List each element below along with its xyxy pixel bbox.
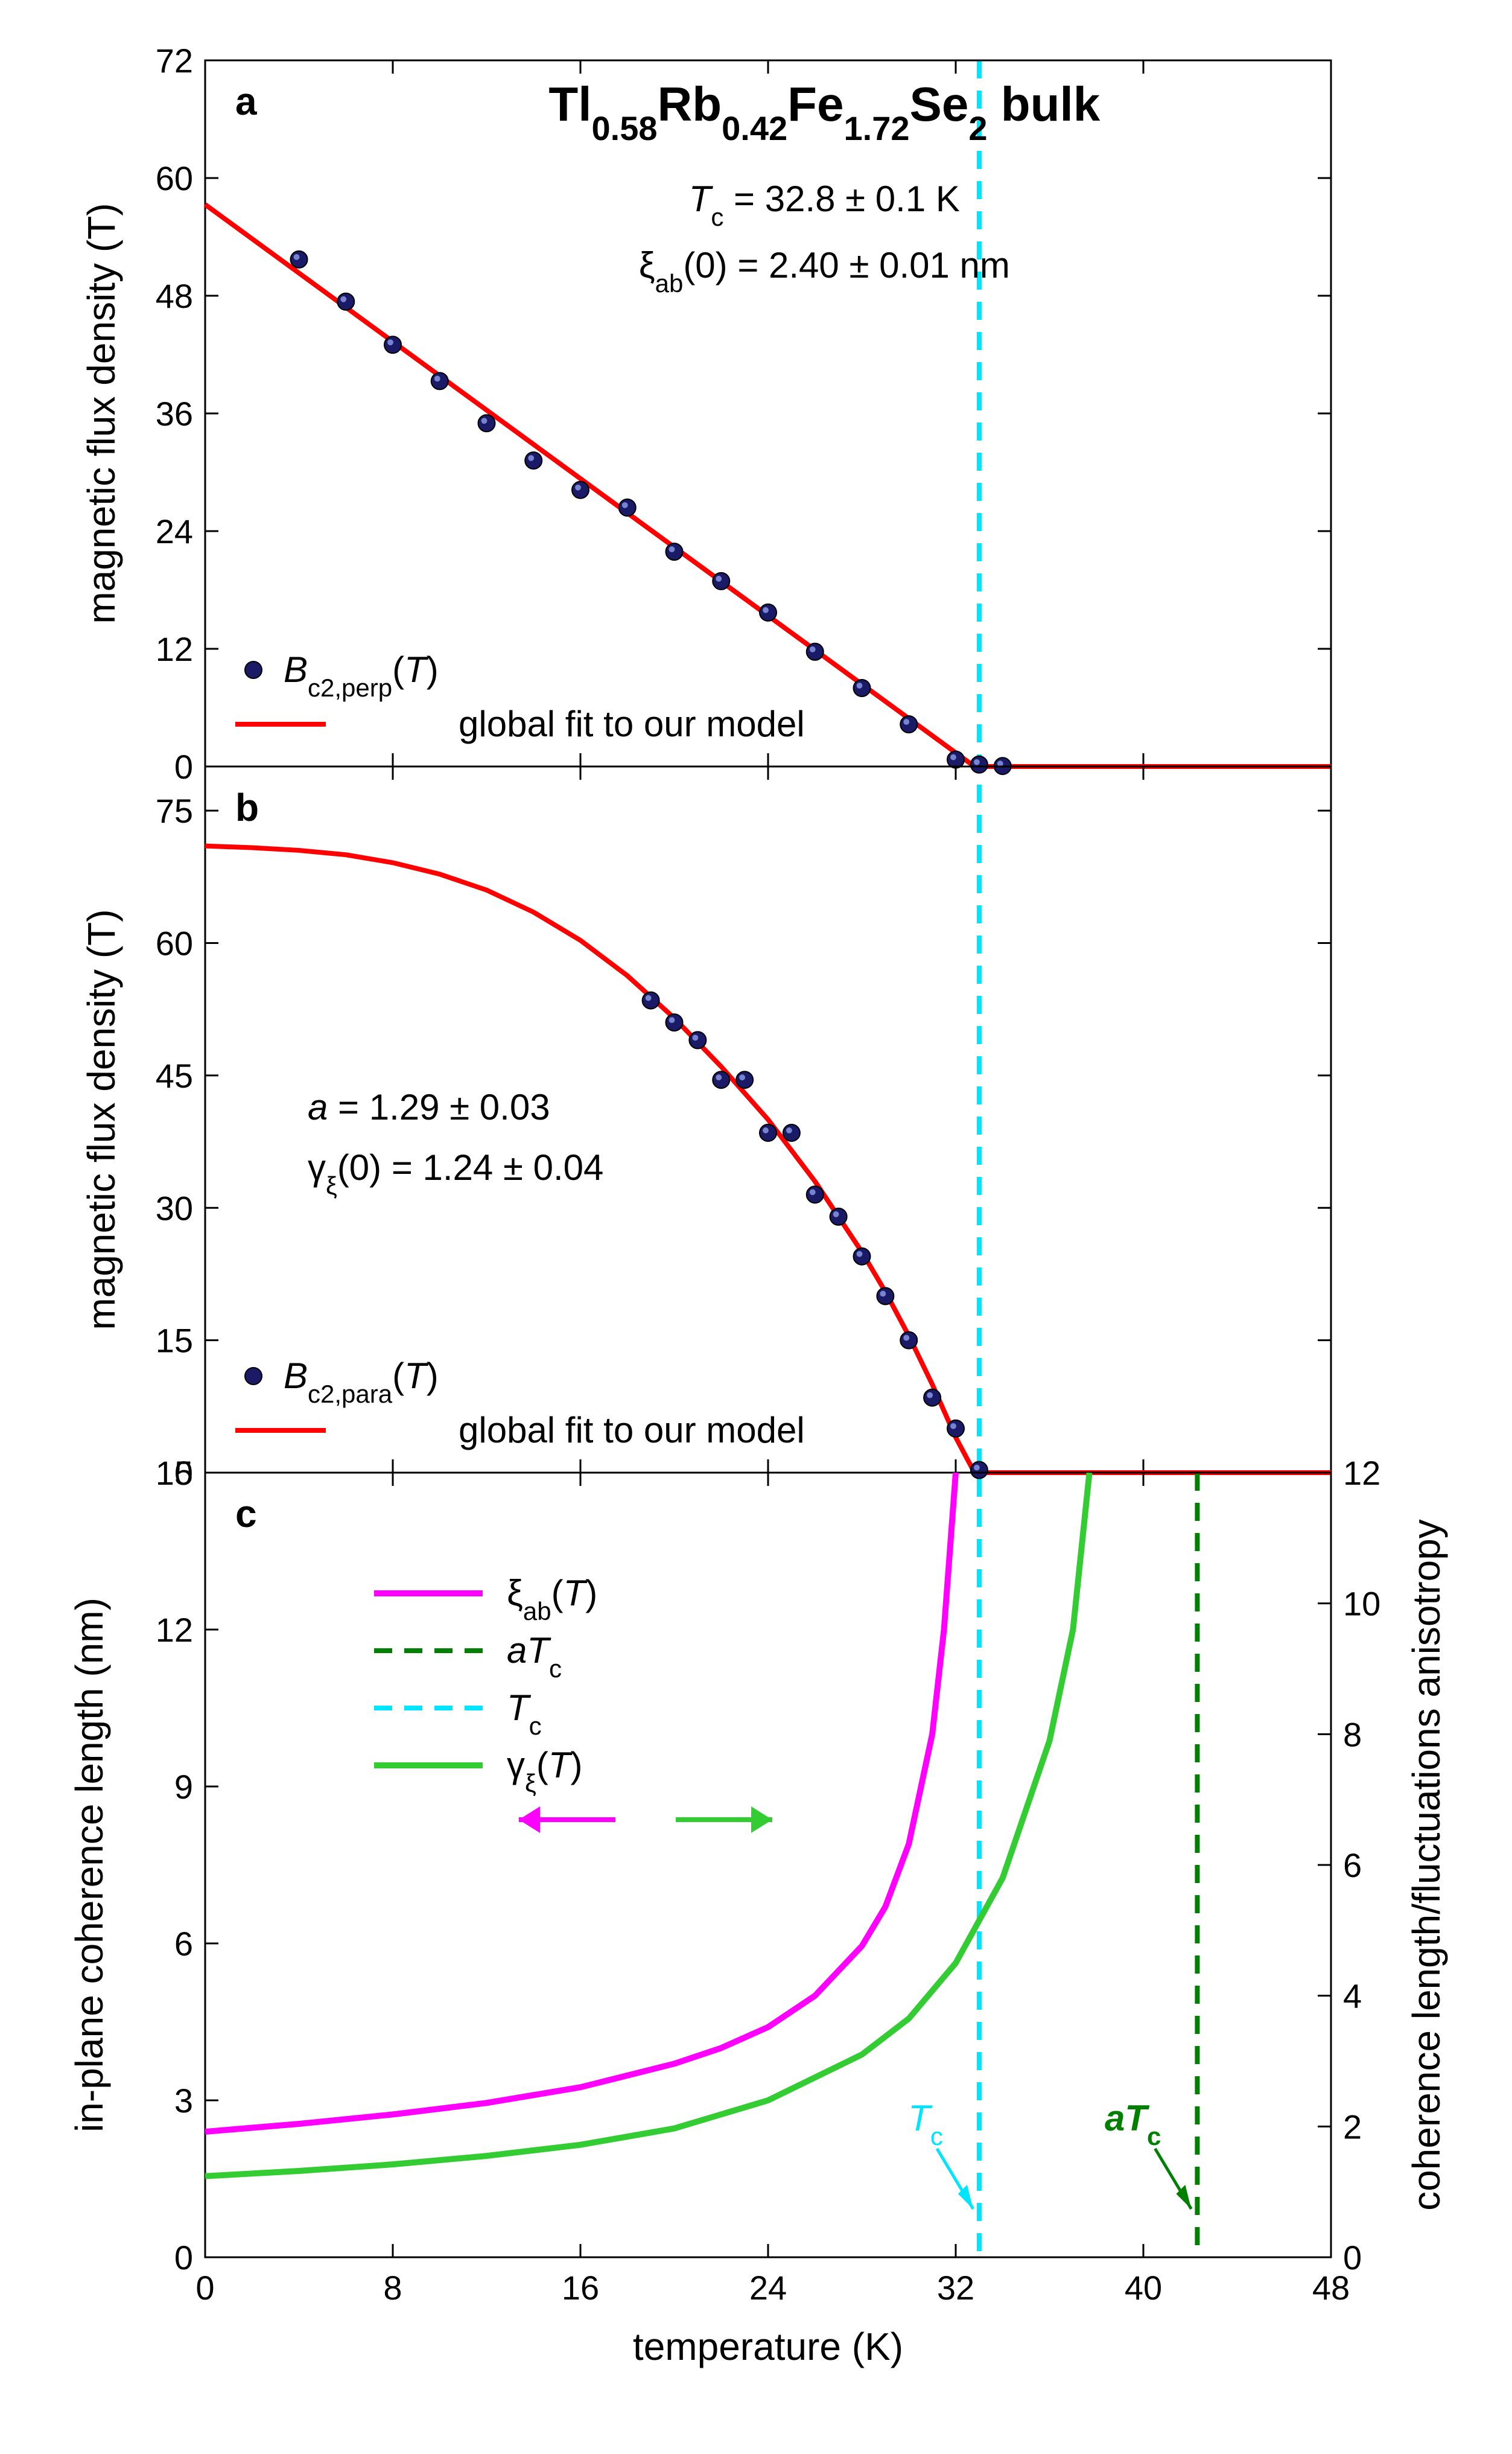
panel-a-data-point xyxy=(572,482,589,499)
panel-a-data-point xyxy=(854,680,871,696)
panel-a-ytick: 0 xyxy=(174,748,193,786)
panel-c-xtick: 40 xyxy=(1125,2269,1162,2307)
panel-a-data-point xyxy=(384,336,401,353)
panel-b-data-point xyxy=(971,1462,988,1479)
panel-a-tc-text: Tc = 32.8 ± 0.1 K xyxy=(689,179,960,231)
panel-b-data-point xyxy=(830,1208,847,1225)
panel-b-data-point xyxy=(666,1014,683,1031)
panel-a-ytick: 72 xyxy=(156,42,193,80)
panel-a-ytick: 60 xyxy=(156,159,193,197)
panel-a-ytick: 12 xyxy=(156,630,193,668)
xi-curve xyxy=(205,1473,956,2132)
arrow-right-head xyxy=(751,1806,772,1833)
panel-a-data-point xyxy=(900,716,917,733)
panel-b-data-point xyxy=(900,1332,917,1349)
panel-a-ylabel: magnetic flux density (T) xyxy=(80,203,123,623)
panel-a-legend-marker xyxy=(245,661,262,678)
panel-c-ytick-right: 4 xyxy=(1343,1977,1362,2015)
legend-atc-label: aTc xyxy=(507,1630,562,1683)
panel-b-legend-line-label: global fit to our model xyxy=(459,1410,805,1450)
panel-c-ytick-right: 8 xyxy=(1343,1715,1362,1753)
panel-b-a-text: a = 1.29 ± 0.03 xyxy=(308,1087,550,1127)
panel-c-letter: c xyxy=(235,1492,257,1535)
panel-a-ytick: 48 xyxy=(156,277,193,315)
figure-container: 0122436486072magnetic flux density (T)aT… xyxy=(12,12,1512,2442)
panel-b-data-point xyxy=(924,1389,941,1406)
panel-c-border xyxy=(205,1473,1331,2257)
panel-a-data-point xyxy=(337,293,354,310)
figure-svg: 0122436486072magnetic flux density (T)aT… xyxy=(12,12,1512,2442)
panel-a-data-point xyxy=(760,604,777,621)
panel-b-ytick: 15 xyxy=(156,1322,193,1360)
panel-b-legend-marker-label: Bc2,para(T) xyxy=(284,1356,439,1408)
panel-b-ytick: 30 xyxy=(156,1189,193,1227)
atc-annot: aTc xyxy=(1105,2098,1161,2150)
panel-b-data-point xyxy=(783,1124,800,1141)
panel-a-letter: a xyxy=(235,80,257,123)
panel-a-data-point xyxy=(666,543,683,560)
panel-c-xtick: 0 xyxy=(195,2269,214,2307)
tc-annot: Tc xyxy=(908,2098,943,2150)
panel-b-ytick: 60 xyxy=(156,925,193,963)
panel-b-data-point xyxy=(807,1186,824,1203)
panel-b-legend-marker xyxy=(245,1368,262,1385)
panel-c-xtick: 32 xyxy=(937,2269,974,2307)
panel-b-data-point xyxy=(947,1420,964,1437)
panel-c-ylabel-left: in-plane coherence length (nm) xyxy=(68,1598,111,2132)
panel-c-ytick-left: 12 xyxy=(156,1611,193,1649)
legend-xi-label: ξab(T) xyxy=(507,1573,597,1625)
panel-c-ytick-right: 6 xyxy=(1343,1846,1362,1884)
panel-c-ytick-right: 12 xyxy=(1343,1454,1380,1492)
panel-b-data-point xyxy=(854,1248,871,1265)
panel-c-ytick-left: 15 xyxy=(156,1454,193,1492)
panel-c-ytick-left: 6 xyxy=(174,1925,193,1963)
panel-c-ylabel-right: coherence length/fluctuations anisotropy xyxy=(1405,1519,1448,2211)
panel-b-gamma-text: γξ(0) = 1.24 ± 0.04 xyxy=(308,1147,603,1200)
panel-b-ylabel: magnetic flux density (T) xyxy=(80,909,123,1330)
panel-a-ytick: 36 xyxy=(156,395,193,433)
panel-a-data-point xyxy=(713,573,729,590)
panel-b-data-point xyxy=(736,1071,753,1088)
panel-b-ytick: 75 xyxy=(156,792,193,830)
panel-a-data-point xyxy=(971,756,988,773)
panel-b-data-point xyxy=(877,1288,894,1305)
panel-a-data-point xyxy=(947,751,964,768)
panel-c-ytick-left: 3 xyxy=(174,2082,193,2120)
panel-b-data-point xyxy=(760,1124,777,1141)
panel-a-data-point xyxy=(619,499,636,516)
panel-a-xi-text: ξab(0) = 2.40 ± 0.01 nm xyxy=(639,245,1010,298)
panel-c-xtick: 24 xyxy=(749,2269,787,2307)
panel-a-data-point xyxy=(291,251,308,268)
panel-c-ytick-right: 2 xyxy=(1343,2108,1362,2146)
x-axis-label: temperature (K) xyxy=(633,2325,903,2368)
panel-a-data-point xyxy=(807,643,824,660)
panel-c-ytick-left: 0 xyxy=(174,2239,193,2277)
panel-a-legend-marker-label: Bc2,perp(T) xyxy=(284,649,439,702)
figure-title: Tl0.58Rb0.42Fe1.72Se2 bulk xyxy=(548,77,1100,147)
panel-b-letter: b xyxy=(235,786,259,829)
panel-a-ytick: 24 xyxy=(156,512,193,550)
panel-c-ytick-right: 10 xyxy=(1343,1585,1380,1623)
panel-b-data-point xyxy=(643,992,659,1009)
legend-gamma-label: γξ(T) xyxy=(507,1745,582,1797)
panel-b-data-point xyxy=(713,1071,729,1088)
panel-a-data-point xyxy=(478,415,495,432)
panel-b-data-point xyxy=(689,1031,706,1048)
panel-c-ytick-right: 0 xyxy=(1343,2239,1362,2277)
panel-a-border xyxy=(205,60,1331,766)
panel-b-ytick: 45 xyxy=(156,1057,193,1095)
legend-tc-label: Tc xyxy=(507,1688,542,1740)
panel-a-legend-line-label: global fit to our model xyxy=(459,704,805,744)
panel-c-xtick: 8 xyxy=(383,2269,402,2307)
panel-c-xtick: 16 xyxy=(562,2269,599,2307)
panel-c-ytick-left: 9 xyxy=(174,1768,193,1806)
panel-a-data-point xyxy=(525,452,542,469)
panel-a-data-point xyxy=(431,372,448,389)
arrow-left-head xyxy=(519,1806,540,1833)
